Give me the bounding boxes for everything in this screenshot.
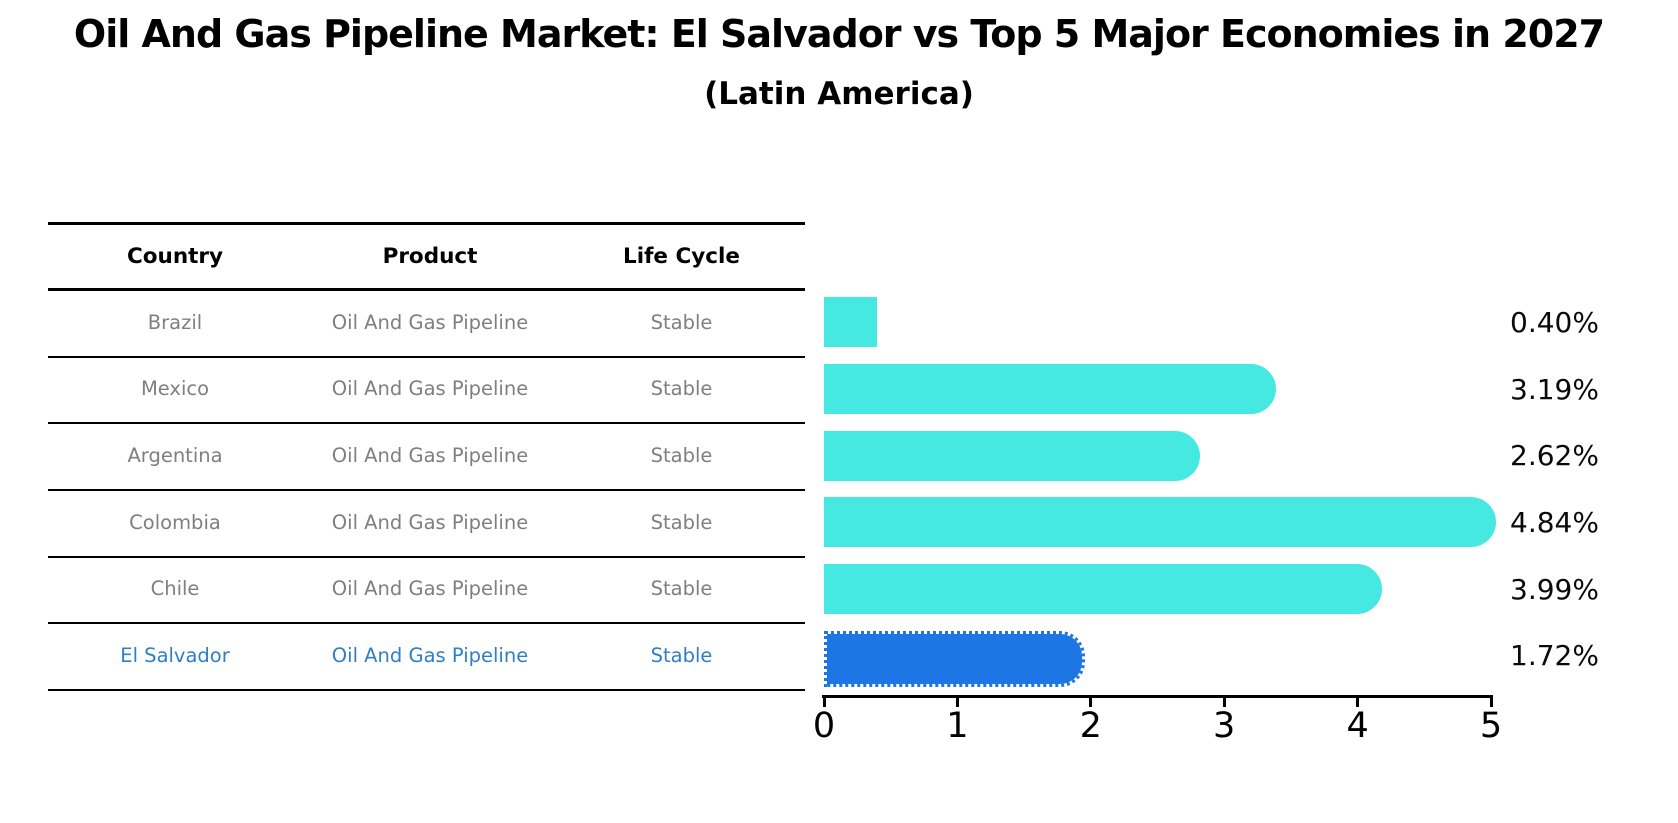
bar-el-salvador [824,630,1086,687]
table-cell-product: Oil And Gas Pipeline [331,644,529,668]
table-cell-life-cycle: Stable [650,444,713,468]
x-axis-tick-2 [1089,695,1093,707]
bar-value-label-el-salvador: 1.72% [1510,639,1599,673]
table-row-rule [48,355,805,358]
x-axis-tick-0 [822,695,826,707]
table-cell-life-cycle: Stable [650,510,713,534]
table-cell-country: Brazil [147,310,203,334]
table-cell-country: Chile [150,577,200,601]
x-axis-tick-label-3: 3 [1213,706,1236,746]
bar-value-label-mexico: 3.19% [1510,372,1599,406]
column-header-life-cycle: Life Cycle [623,244,740,269]
x-axis-line [822,695,1491,698]
x-axis-tick-4 [1356,695,1360,707]
bar-brazil [824,297,878,348]
table-cell-country: Mexico [140,377,210,401]
chart-title: Oil And Gas Pipeline Market: El Salvador… [73,12,1605,56]
table-cell-life-cycle: Stable [650,377,713,401]
chart-subtitle: (Latin America) [704,76,974,112]
x-axis-tick-label-4: 4 [1346,706,1369,746]
table-header-rule [48,288,805,291]
table-cell-life-cycle: Stable [650,644,713,668]
table-cell-product: Oil And Gas Pipeline [331,310,529,334]
bar-value-label-colombia: 4.84% [1510,505,1599,539]
bar-argentina [824,430,1200,481]
table-cell-country: El Salvador [120,644,230,668]
x-axis-tick-label-2: 2 [1079,706,1102,746]
table-cell-life-cycle: Stable [650,310,713,334]
bar-value-label-argentina: 2.62% [1510,439,1599,473]
table-top-rule [48,222,805,225]
x-axis-tick-3 [1222,695,1226,707]
bar-mexico [824,364,1276,414]
table-cell-product: Oil And Gas Pipeline [331,577,529,601]
column-header-product: Product [382,244,478,269]
table-row-rule [48,622,805,625]
table-cell-product: Oil And Gas Pipeline [331,444,529,468]
table-cell-life-cycle: Stable [650,577,713,601]
x-axis-tick-label-0: 0 [812,706,836,746]
x-axis-tick-5 [1489,695,1493,707]
column-header-country: Country [126,244,224,269]
table-cell-country: Colombia [129,510,221,534]
bar-chile [824,564,1383,614]
table-cell-country: Argentina [127,444,223,468]
x-axis-tick-label-1: 1 [946,706,969,746]
table-row-rule [48,555,805,558]
table-row-rule [48,489,805,491]
x-axis-tick-label-5: 5 [1479,706,1503,746]
bar-value-label-chile: 3.99% [1510,572,1599,606]
bar-colombia [824,497,1496,548]
bar-value-label-brazil: 0.40% [1510,305,1599,339]
table-row-rule [48,422,805,425]
table-cell-product: Oil And Gas Pipeline [331,510,529,534]
table-cell-product: Oil And Gas Pipeline [331,377,529,401]
x-axis-tick-1 [955,695,959,707]
table-row-rule [48,689,805,691]
